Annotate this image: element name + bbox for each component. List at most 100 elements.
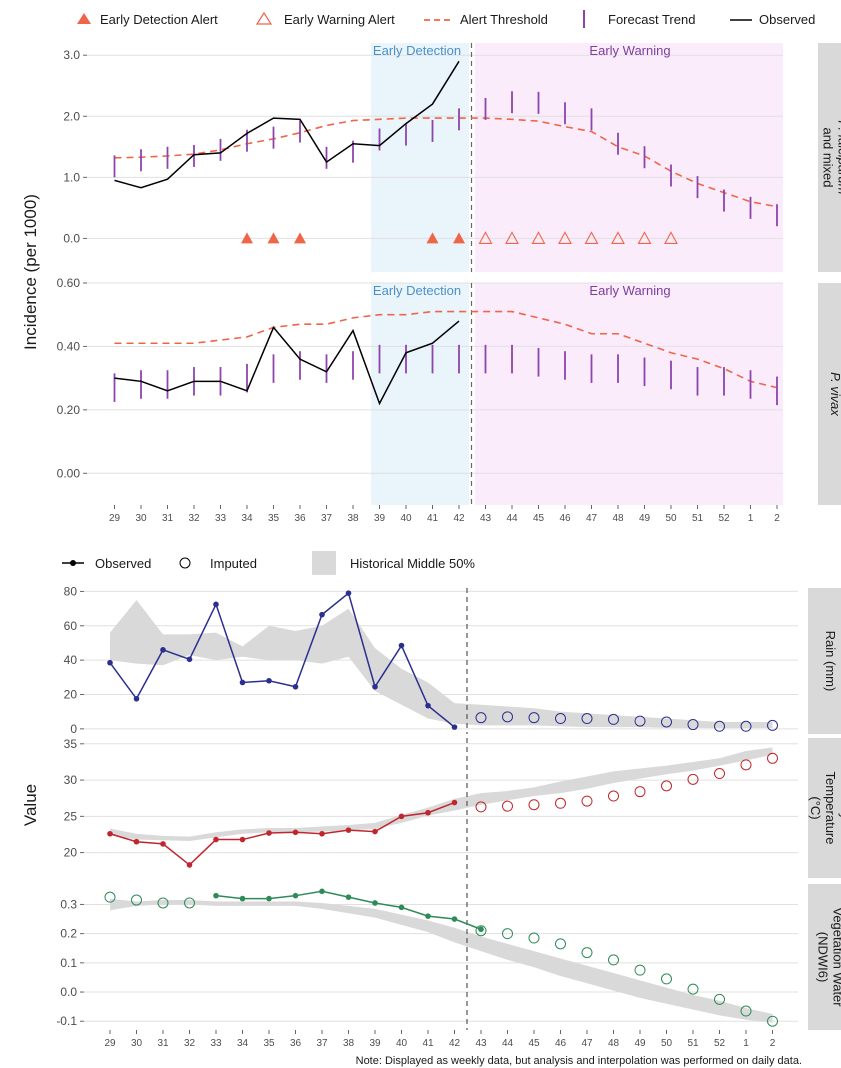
imputed-point bbox=[767, 752, 778, 764]
observed-point bbox=[372, 900, 378, 906]
facet-strip-label: (°C) bbox=[808, 796, 823, 819]
imputed-point bbox=[714, 720, 725, 732]
observed-point bbox=[345, 590, 352, 596]
y-tick-label: 35 bbox=[64, 737, 78, 751]
x-tick-label: 1 bbox=[748, 513, 754, 524]
observed-line bbox=[109, 591, 455, 728]
observed-point bbox=[398, 813, 405, 820]
early-detection-alert-marker bbox=[426, 232, 439, 244]
imputed-point bbox=[687, 719, 699, 731]
x-tick-label: 39 bbox=[374, 513, 386, 524]
x-tick-label: 51 bbox=[687, 1038, 699, 1049]
y-tick-label: 0 bbox=[70, 722, 77, 736]
x-tick-label: 2 bbox=[770, 1038, 776, 1049]
imputed-point bbox=[687, 773, 699, 785]
facet-strip-label: Rain (mm) bbox=[823, 631, 838, 692]
observed-point bbox=[345, 827, 352, 833]
x-tick-label: 48 bbox=[608, 1038, 620, 1049]
x-tick-label: 40 bbox=[400, 513, 412, 524]
x-tick-label: 48 bbox=[612, 513, 624, 524]
imputed-point bbox=[528, 932, 540, 944]
imputed-point bbox=[581, 713, 593, 725]
imputed-point bbox=[555, 797, 566, 809]
x-tick-label: 46 bbox=[559, 513, 571, 524]
x-tick-label: 37 bbox=[316, 1038, 328, 1049]
early-warning-alert-legend-icon bbox=[255, 11, 273, 25]
observed-point bbox=[239, 836, 246, 843]
imputed-point bbox=[157, 897, 169, 909]
observed-point bbox=[425, 809, 431, 816]
facet-strip-label: Vegetation Water bbox=[831, 907, 841, 1007]
observed-point bbox=[372, 683, 378, 690]
imputed-point bbox=[475, 712, 487, 724]
observed-point bbox=[345, 894, 352, 900]
observed-line bbox=[114, 320, 460, 406]
imputed-point bbox=[475, 801, 487, 813]
observed-point bbox=[319, 830, 325, 837]
early-detection-alert-legend-icon bbox=[77, 13, 91, 24]
legend-top: Early Detection Alert Early Warning Aler… bbox=[77, 10, 815, 28]
imputed-point bbox=[502, 711, 513, 723]
x-tick-label: 50 bbox=[661, 1038, 673, 1049]
observed-point bbox=[133, 695, 140, 702]
imputed-point bbox=[528, 712, 540, 724]
early-detection-alert-marker bbox=[241, 232, 253, 244]
imputed-point bbox=[634, 964, 646, 976]
x-tick-label: 45 bbox=[533, 513, 545, 524]
early-warning-alert-marker bbox=[505, 231, 519, 244]
early-warning-alert-marker bbox=[584, 231, 599, 244]
imputed-point bbox=[714, 768, 725, 780]
observed-line bbox=[114, 60, 460, 189]
imputed-point bbox=[555, 713, 566, 725]
legend-bottom-observed: Observed bbox=[95, 556, 151, 571]
y-tick-label: 0.40 bbox=[57, 339, 81, 353]
x-tick-label: 38 bbox=[347, 513, 359, 524]
observed-point bbox=[107, 659, 113, 666]
y-tick-label: -0.1 bbox=[56, 1014, 77, 1028]
imputed-point bbox=[555, 938, 566, 950]
y-tick-label: 0.60 bbox=[57, 276, 81, 290]
observed-point bbox=[266, 895, 272, 902]
imputed-point bbox=[687, 983, 699, 995]
imputed-point bbox=[131, 894, 142, 906]
imputed-point bbox=[581, 795, 593, 807]
observed-point bbox=[213, 892, 219, 899]
x-tick-label: 40 bbox=[396, 1038, 408, 1049]
x-tick-label: 41 bbox=[427, 513, 439, 524]
x-tick-label: 2 bbox=[774, 513, 780, 524]
y-tick-label: 0.0 bbox=[60, 985, 77, 999]
x-tick-label: 47 bbox=[581, 1038, 593, 1049]
legend-early-detection-alert: Early Detection Alert bbox=[100, 12, 218, 27]
historical-legend-icon bbox=[312, 551, 336, 575]
legend-early-warning-alert: Early Warning Alert bbox=[284, 12, 395, 27]
legend-bottom: Observed Imputed Historical Middle 50% bbox=[62, 551, 475, 575]
y-tick-label: 30 bbox=[64, 773, 78, 787]
early-warning-alert-marker bbox=[664, 231, 678, 244]
early-warning-label: Early Warning bbox=[589, 283, 670, 298]
imputed-point bbox=[104, 891, 116, 903]
imputed-point bbox=[661, 780, 672, 792]
x-tick-label: 49 bbox=[634, 1038, 646, 1049]
legend-alert-threshold: Alert Threshold bbox=[460, 12, 548, 27]
x-tick-label: 41 bbox=[422, 1038, 434, 1049]
imputed-point bbox=[475, 925, 487, 937]
early-detection-label: Early Detection bbox=[373, 43, 461, 58]
observed-point bbox=[186, 656, 193, 663]
x-tick-label: 36 bbox=[290, 1038, 302, 1049]
x-tick-label: 34 bbox=[237, 1038, 249, 1049]
early-warning-alert-marker bbox=[478, 231, 493, 244]
imputed-legend-icon bbox=[179, 557, 191, 569]
imputed-point bbox=[502, 928, 513, 940]
y-tick-label: 0.20 bbox=[57, 403, 81, 417]
x-tick-label: 33 bbox=[210, 1038, 222, 1049]
early-detection-alert-marker bbox=[294, 232, 306, 244]
observed-point bbox=[292, 829, 299, 836]
x-tick-label: 30 bbox=[131, 1038, 143, 1049]
early-warning-label: Early Warning bbox=[589, 43, 670, 58]
x-tick-label: 46 bbox=[555, 1038, 567, 1049]
observed-point bbox=[266, 830, 272, 836]
imputed-point bbox=[608, 954, 619, 966]
imputed-point bbox=[528, 799, 540, 811]
